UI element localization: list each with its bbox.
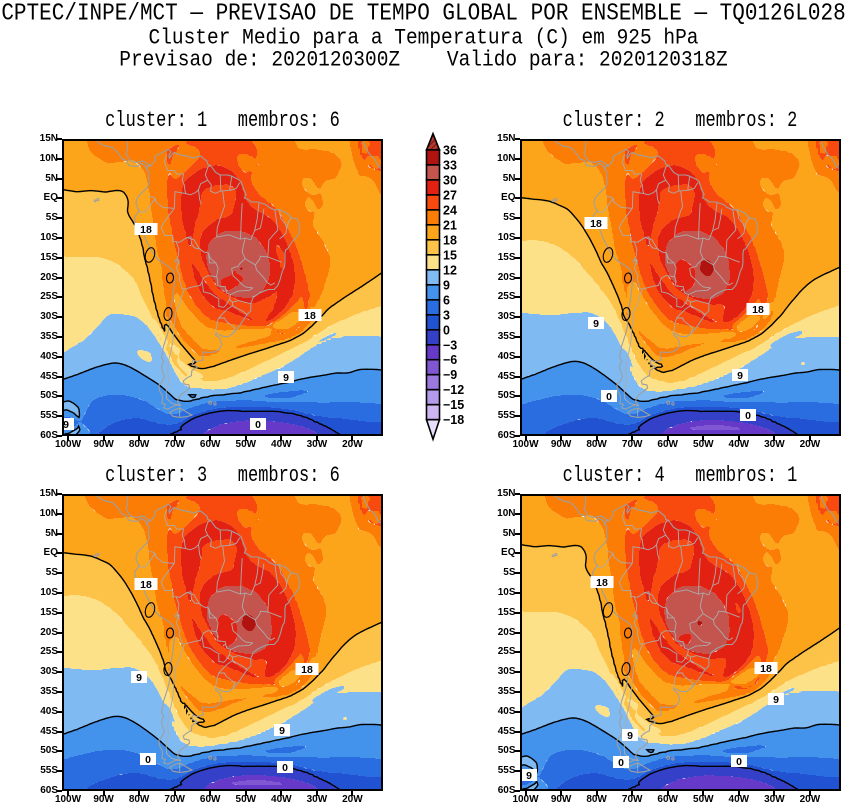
svg-text:18: 18 xyxy=(752,304,764,316)
svg-text:18: 18 xyxy=(304,310,316,322)
svg-text:0: 0 xyxy=(736,756,742,768)
svg-text:30: 30 xyxy=(443,173,457,187)
svg-text:9: 9 xyxy=(593,318,599,330)
svg-text:0: 0 xyxy=(443,323,450,337)
svg-text:0: 0 xyxy=(282,762,288,774)
svg-text:0: 0 xyxy=(618,757,624,769)
svg-text:0: 0 xyxy=(145,754,151,766)
svg-text:9: 9 xyxy=(136,672,142,684)
svg-text:3: 3 xyxy=(443,308,450,322)
svg-text:−3: −3 xyxy=(443,338,457,352)
svg-text:15: 15 xyxy=(443,248,457,262)
svg-text:−18: −18 xyxy=(443,413,464,427)
svg-text:0: 0 xyxy=(745,410,751,422)
svg-text:−9: −9 xyxy=(443,368,457,382)
svg-text:18: 18 xyxy=(443,233,457,247)
svg-text:18: 18 xyxy=(596,577,608,589)
svg-text:6: 6 xyxy=(443,293,450,307)
svg-text:12: 12 xyxy=(443,263,457,277)
svg-text:9: 9 xyxy=(279,725,285,737)
svg-text:18: 18 xyxy=(760,663,772,675)
svg-text:9: 9 xyxy=(283,372,289,384)
svg-text:−15: −15 xyxy=(443,398,464,412)
svg-text:−12: −12 xyxy=(443,383,464,397)
svg-text:36: 36 xyxy=(443,143,457,157)
svg-text:0: 0 xyxy=(606,391,612,403)
svg-text:33: 33 xyxy=(443,158,457,172)
svg-text:−6: −6 xyxy=(443,353,457,367)
svg-text:18: 18 xyxy=(590,218,602,230)
svg-text:18: 18 xyxy=(140,224,152,236)
svg-text:9: 9 xyxy=(737,370,743,382)
svg-text:27: 27 xyxy=(443,188,457,202)
svg-text:24: 24 xyxy=(443,203,457,217)
svg-text:9: 9 xyxy=(443,278,450,292)
svg-text:18: 18 xyxy=(301,664,313,676)
svg-text:9: 9 xyxy=(627,730,633,742)
svg-text:9: 9 xyxy=(63,419,69,431)
svg-text:9: 9 xyxy=(773,694,779,706)
svg-text:0: 0 xyxy=(255,419,261,431)
svg-text:21: 21 xyxy=(443,218,457,232)
svg-text:18: 18 xyxy=(140,579,152,591)
svg-text:9: 9 xyxy=(526,770,532,782)
